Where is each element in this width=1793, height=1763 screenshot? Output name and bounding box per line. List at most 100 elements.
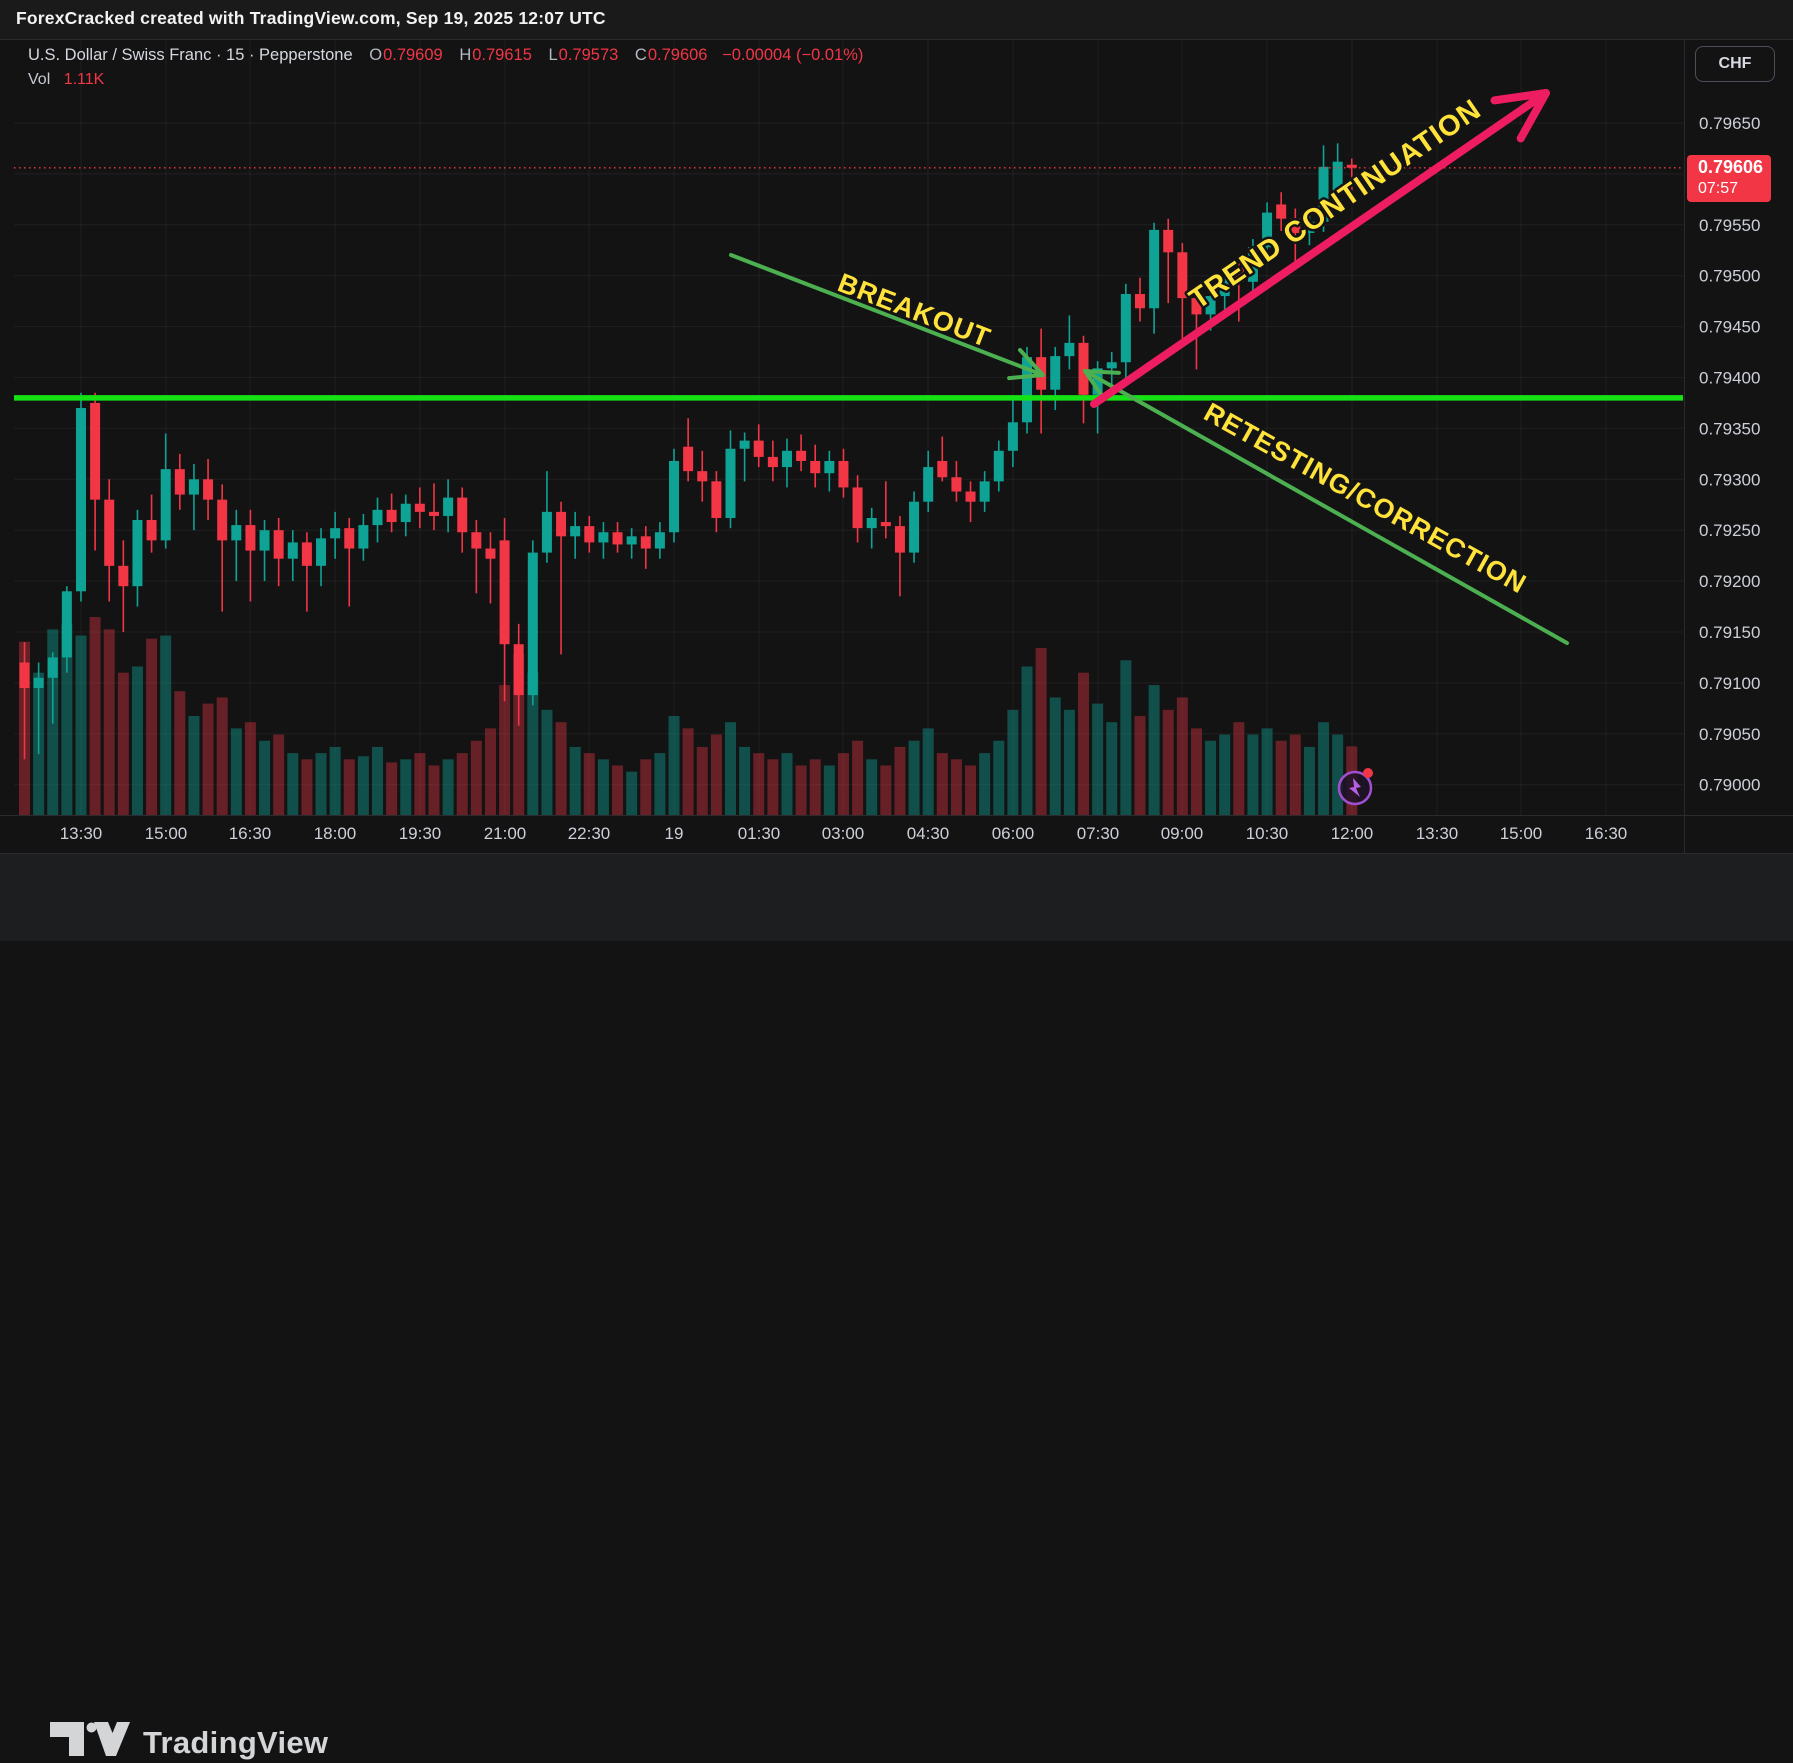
candle-body (316, 538, 327, 566)
volume-bar (287, 753, 299, 815)
time-axis-label: 15:00 (145, 824, 188, 843)
time-axis-label: 06:00 (992, 824, 1035, 843)
volume-bar (682, 728, 694, 815)
tradingview-logo-text: TradingView (143, 1724, 329, 1760)
symbol-title: U.S. Dollar / Swiss Franc · 15 · Peppers… (28, 46, 353, 64)
candle-body (273, 530, 284, 559)
candle-body (75, 408, 86, 592)
candle-body (894, 526, 905, 553)
annotation-text[interactable]: RETESTING/CORRECTION (1197, 395, 1534, 602)
volume-bar (739, 746, 751, 815)
price-axis[interactable]: 0.79650 0.79550 0.79500 0.79450 0.79400 0.793… (1699, 114, 1760, 795)
volume-bar (837, 753, 849, 815)
volume-bar (1007, 709, 1019, 815)
candle-body (457, 497, 468, 533)
candle-body (1233, 267, 1244, 282)
breakout-trendline[interactable] (729, 253, 1045, 377)
volume-bar (89, 617, 101, 815)
candle-body (61, 591, 72, 658)
volume-bar (1021, 666, 1033, 815)
volume-bar (696, 746, 708, 815)
volume-bar (442, 759, 454, 815)
volume-bar (555, 722, 567, 815)
candle-body (471, 532, 482, 549)
volume-bar (1063, 709, 1075, 815)
candle-body (683, 446, 694, 472)
volume-bar (499, 685, 511, 815)
price-axis-label: 0.79050 (1699, 725, 1760, 744)
price-axis-label: 0.79150 (1699, 623, 1760, 642)
candle-body (993, 450, 1004, 482)
candle-body (1219, 275, 1230, 297)
candle-body (626, 536, 637, 545)
chart-canvas[interactable]: BREAKOUT TREND CONTINUATION RETESTING/CORR… (0, 0, 1793, 941)
candle-body (160, 469, 171, 541)
volume-bar (1318, 722, 1330, 815)
time-axis-label: 21:00 (484, 824, 527, 843)
candle-body (824, 460, 835, 474)
time-axis-label: 12:00 (1331, 824, 1374, 843)
candle-body (527, 552, 538, 696)
volume-bar (823, 765, 835, 815)
volume-bar (922, 728, 934, 815)
volume-bar (569, 746, 581, 815)
volume-bar (965, 765, 977, 815)
volume-bar (1106, 722, 1118, 815)
candle-body (584, 526, 595, 543)
volume-bar (950, 759, 962, 815)
volume-bar (1190, 728, 1202, 815)
candle-body (287, 542, 298, 559)
time-axis-label: 13:30 (60, 824, 103, 843)
volume-bar (372, 746, 383, 815)
volume-bar (428, 765, 440, 815)
candle-body (1078, 342, 1089, 395)
annotation-text[interactable]: BREAKOUT (831, 265, 997, 356)
volume-bar (725, 722, 736, 815)
candle-body (358, 525, 369, 549)
volume-bar (117, 672, 129, 815)
volume-bar (146, 638, 158, 815)
tradingview-logo[interactable]: TradingView (50, 1722, 328, 1763)
annotation-text[interactable]: TREND CONTINUATION (1181, 91, 1489, 318)
time-axis-label: 13:30 (1416, 824, 1459, 843)
price-axis-label: 0.79350 (1699, 419, 1760, 438)
trend-continuation-arrow[interactable] (1090, 89, 1550, 408)
candle-body (923, 467, 934, 502)
header-divider (0, 39, 1793, 40)
last-price-value: 0.79606 (1698, 157, 1764, 177)
open-label: O (369, 46, 383, 64)
candle-body (245, 525, 256, 551)
candle-body (344, 528, 355, 549)
candle-body (1332, 161, 1343, 193)
candle-body (965, 491, 976, 502)
candle-body (781, 450, 792, 468)
candle-body (541, 511, 552, 553)
price-axis-label: 0.79250 (1699, 521, 1760, 540)
time-axis[interactable]: 13:30 15:00 16:30 18:00 19:30 21:00 22:30 19 01:… (60, 824, 1628, 843)
tradingview-logo-icon (50, 1722, 130, 1763)
volume-bar (1275, 740, 1287, 815)
footer-divider (0, 853, 1793, 854)
candle-body (1022, 357, 1033, 423)
candle-body (104, 499, 115, 566)
time-axis-label: 16:30 (229, 824, 272, 843)
currency-button[interactable]: CHF (1695, 46, 1775, 82)
symbol-info-row[interactable]: U.S. Dollar / Swiss Franc · 15 · Peppers… (28, 46, 863, 65)
time-axis-label: 09:00 (1161, 824, 1204, 843)
candle-body (217, 499, 228, 541)
candle-body (640, 536, 651, 549)
volume-bar (640, 759, 652, 815)
volume-bar (1120, 660, 1132, 815)
volume-indicator-row[interactable]: Vol 1.11K (28, 71, 104, 89)
candle-body (556, 511, 567, 537)
retest-trendline[interactable] (1083, 369, 1569, 645)
time-axis-divider (0, 815, 1793, 816)
news-flash-icon[interactable] (1337, 768, 1373, 806)
volume-bar (852, 740, 864, 815)
time-axis-label: 07:30 (1077, 824, 1120, 843)
candles-layer (19, 143, 1357, 760)
candle-body (1247, 247, 1258, 282)
candle-body (979, 481, 990, 502)
close-label: C (634, 46, 647, 64)
volume-bar (301, 759, 313, 815)
